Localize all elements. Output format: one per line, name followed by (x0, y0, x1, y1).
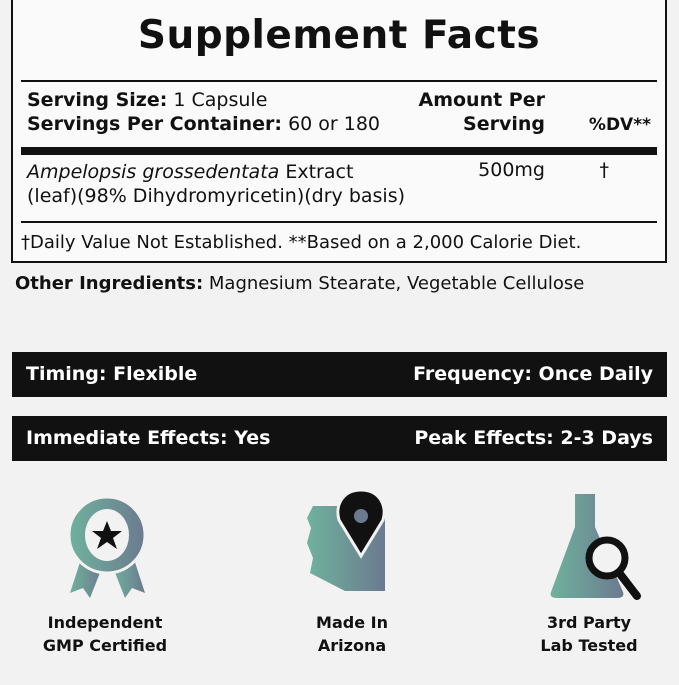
badge-arizona: Made In Arizona (316, 613, 388, 655)
ingredient-dv: † (599, 159, 610, 181)
thick-divider (21, 147, 657, 155)
serving-size: Serving Size: 1 Capsule (27, 89, 268, 111)
divider (21, 221, 657, 223)
immediate-effects: Immediate Effects: Yes (26, 427, 271, 449)
other-ingredients: Other Ingredients: Magnesium Stearate, V… (15, 273, 585, 294)
effects-bar: Immediate Effects: Yes Peak Effects: 2-3… (12, 416, 667, 461)
amount-header-2: Serving (463, 113, 545, 135)
arizona-map-pin-icon (307, 488, 386, 591)
ingredient-name: Ampelopsis grossedentata Extract (27, 161, 354, 183)
badge-lab-tested: 3rd Party Lab Tested (540, 613, 638, 655)
footnote: †Daily Value Not Established. **Based on… (21, 232, 582, 253)
award-ribbon-star-icon (67, 495, 147, 598)
timing: Timing: Flexible (26, 363, 198, 385)
frequency: Frequency: Once Daily (413, 363, 653, 385)
dv-header: %DV** (588, 115, 651, 135)
ingredient-amount: 500mg (478, 159, 545, 181)
peak-effects: Peak Effects: 2-3 Days (414, 427, 653, 449)
servings-per-container: Servings Per Container: 60 or 180 (27, 113, 381, 135)
timing-bar: Timing: Flexible Frequency: Once Daily (12, 352, 667, 397)
divider (21, 80, 657, 82)
badge-gmp: Independent GMP Certified (42, 613, 168, 655)
amount-header: Amount Per (418, 89, 546, 111)
ingredient-detail: (leaf)(98% Dihydromyricetin)(dry basis) (27, 185, 406, 207)
supplement-facts-panel: Supplement Facts Serving Size: 1 Capsule… (11, 0, 667, 263)
panel-title: Supplement Facts (137, 13, 541, 58)
flask-magnifier-icon (550, 494, 641, 600)
